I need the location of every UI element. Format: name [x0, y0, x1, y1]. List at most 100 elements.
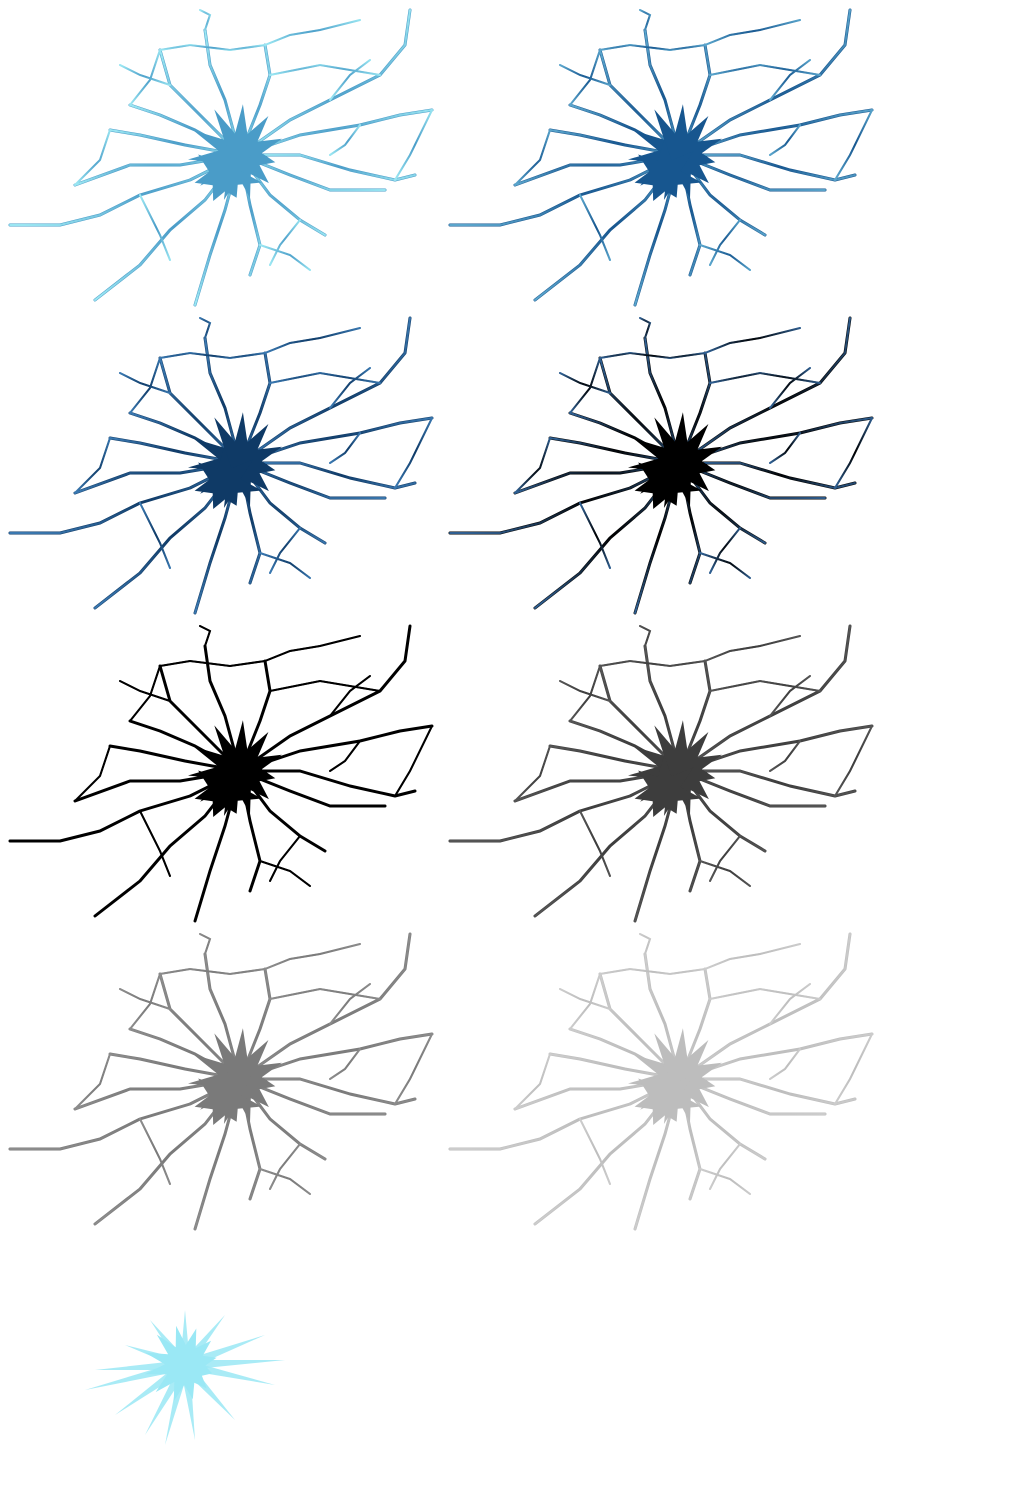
crack-icon-navy [0, 313, 440, 615]
crack-line-shade [679, 1078, 856, 1106]
crack-line [699, 552, 751, 579]
impact-shard [634, 447, 702, 509]
crack-line [238, 316, 412, 465]
crack-line-shade [769, 124, 801, 156]
crack-line-shade [709, 835, 741, 882]
crack-line-shade [449, 154, 681, 226]
crack-line-shade [599, 351, 706, 360]
crack-line-shade [329, 367, 371, 409]
crack-line-shade [709, 219, 741, 266]
crack-line-shade [699, 1168, 751, 1195]
crack-line-shade [264, 635, 361, 662]
crack-line-shade [599, 665, 681, 772]
crack-line-shade [199, 625, 212, 647]
crack-line-shade [259, 1168, 311, 1195]
crack-line-shade [74, 1053, 111, 1110]
crack-line-shade [679, 44, 712, 156]
crack-icon-black-navy [440, 313, 880, 615]
crack-line-shade [679, 725, 873, 772]
crack-line-shade [769, 432, 801, 464]
crack-line-shade [679, 660, 712, 772]
crack-line-shade [514, 1053, 551, 1110]
crack-line-shade [709, 987, 821, 1000]
crack-line [678, 108, 874, 157]
crack-line-shade [579, 1118, 611, 1185]
crack-line-shade [199, 933, 212, 955]
crack-line-shade [264, 19, 361, 46]
crack-line-shade [239, 9, 411, 156]
crack-line-shade [679, 109, 873, 156]
crack-line-shade [679, 9, 851, 156]
crack-line-shade [449, 1078, 681, 1150]
crack-line-shade [569, 49, 601, 106]
crack-line-shade [109, 1053, 241, 1080]
crack-line-shade [599, 357, 681, 464]
crack-line-shade [679, 417, 873, 464]
crack-line-shade [159, 351, 266, 360]
crack-line-shade [579, 194, 611, 261]
crack-line [699, 1168, 751, 1195]
crack-line-shade [129, 49, 161, 106]
crack-line-shade [9, 154, 241, 226]
crack-line-shade [769, 367, 811, 409]
crack-line-shade [704, 327, 801, 354]
crack-line-shade [239, 1033, 433, 1080]
crack-line [514, 129, 551, 186]
crack-line-shade [514, 437, 551, 494]
crack-line-shade [769, 740, 801, 772]
crack-line-shade [269, 219, 301, 266]
crack-line-shade [199, 317, 212, 339]
crack-line-shade [159, 357, 241, 464]
crack-line [238, 624, 412, 773]
crack-line-shade [269, 371, 381, 384]
crack-line [238, 8, 412, 157]
crack-line-shade [239, 417, 433, 464]
crack-icon-dark-gray [440, 621, 880, 923]
crack-line-shade [769, 983, 811, 1025]
crack-line-shade [269, 527, 301, 574]
crack-line-shade [139, 1118, 171, 1185]
crack-line-shade [834, 1033, 873, 1105]
crack-line-shade [704, 19, 801, 46]
crack-line-shade [639, 317, 652, 339]
crack-line-shade [259, 244, 311, 271]
crack-line-shade [679, 933, 851, 1080]
crack-line-shade [559, 64, 611, 86]
crack-line-shade [569, 357, 601, 414]
crack-line [74, 745, 111, 802]
crack-line-shade [239, 933, 411, 1080]
crack-line-shade [239, 968, 272, 1080]
crack-line-shade [599, 659, 706, 668]
crack-line-shade [679, 317, 851, 464]
crack-line [259, 1168, 311, 1195]
impact-shard [194, 139, 262, 201]
burst-core [144, 1325, 217, 1402]
crack-line-shade [549, 1053, 681, 1080]
crack-icon-light-blue [0, 5, 440, 307]
crack-line-shade [109, 745, 241, 772]
crack-line [74, 437, 111, 494]
crack-line-shade [709, 679, 821, 692]
crack-line-shade [699, 860, 751, 887]
crack-line-shade [679, 625, 851, 772]
crack-line-shade [239, 770, 416, 798]
crack-line-shade [769, 1048, 801, 1080]
crack-line-shade [329, 432, 361, 464]
crack-line-shade [329, 59, 371, 101]
crack-line-shade [834, 417, 873, 489]
crack-line-shade [159, 49, 241, 156]
crack-icon-gray [0, 929, 440, 1231]
crack-line-shade [704, 943, 801, 970]
crack-line-shade [264, 943, 361, 970]
crack-line-shade [259, 552, 311, 579]
crack-line-shade [834, 109, 873, 181]
crack-line-shade [129, 357, 161, 414]
crack-line-shade [579, 810, 611, 877]
crack-line [259, 244, 311, 271]
crack-line-shade [119, 372, 171, 394]
crack-line [238, 1032, 434, 1081]
crack-line-shade [9, 1078, 241, 1150]
crack-line-shade [239, 725, 433, 772]
crack-line-shade [239, 44, 272, 156]
crack-line-shade [259, 860, 311, 887]
